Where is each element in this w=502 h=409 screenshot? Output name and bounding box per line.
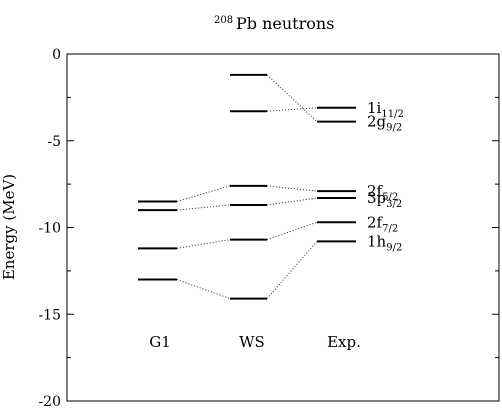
energy-levels [138,73,356,300]
state-label: 3p3/2 [367,189,402,210]
connection-lines [176,74,318,300]
connection-line [266,241,318,299]
chart-title: Pb neutrons [236,14,334,33]
state-label: 1i11/2 [367,99,404,120]
y-tick-label: -10 [38,221,61,237]
connection-line [176,204,231,211]
connection-line [176,239,231,249]
connection-line [266,74,318,123]
connection-line [266,185,318,192]
y-tick-label: -5 [47,134,61,150]
connection-line [176,185,231,202]
y-tick-label: -20 [38,394,61,409]
chart-title-superscript: 208 [214,15,233,26]
state-label: 2f5/2 [367,182,398,203]
state-label: 1h9/2 [367,232,402,253]
state-label: 2f7/2 [367,213,398,234]
column-label: Exp. [327,333,361,351]
connection-line [266,221,318,241]
y-axis-label: Energy (MeV) [0,174,18,280]
y-tick-label: -15 [38,307,61,323]
y-tick-label: 0 [52,47,61,63]
column-label: G1 [149,333,171,351]
connection-line [266,107,318,112]
y-axis: 0 -5 -10 -15 -20 [38,47,499,409]
connection-line [176,279,231,300]
plot-frame [66,53,500,402]
column-label: WS [239,333,265,351]
connection-line [266,197,318,206]
column-labels: G1 WS Exp. [149,333,361,351]
state-label: 2g9/2 [367,113,402,134]
